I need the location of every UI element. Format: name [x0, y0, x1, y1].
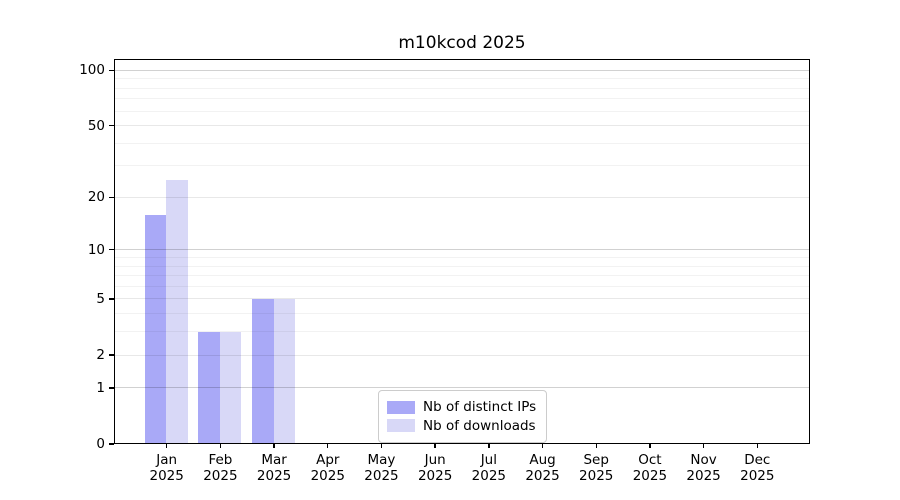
x-tick-mark [166, 444, 168, 448]
x-tick-year: 2025 [364, 468, 399, 484]
bar [273, 298, 296, 444]
x-tick-label: May 2025 [353, 452, 409, 484]
x-tick-year: 2025 [417, 468, 453, 484]
x-tick-year: 2025 [310, 468, 345, 484]
x-tick-year: 2025 [149, 468, 184, 484]
y-tick-mark [109, 443, 114, 445]
x-tick-mark [273, 444, 275, 448]
x-tick-month: Nov [690, 452, 717, 468]
y-tick-label: 100 [79, 62, 105, 79]
x-tick-month: Feb [208, 452, 233, 468]
x-tick-year: 2025 [686, 468, 721, 484]
y-tick-mark [109, 354, 114, 356]
x-tick-label: Jun 2025 [407, 452, 463, 484]
legend-swatch [387, 400, 415, 414]
x-tick-mark [595, 444, 597, 448]
legend-entry: Nb of downloads [387, 417, 536, 434]
y-tick-label: 50 [87, 117, 105, 134]
x-tick-year: 2025 [740, 468, 775, 484]
bars-layer [114, 59, 810, 444]
legend-label: Nb of downloads [423, 417, 536, 434]
x-tick-month: Aug [529, 452, 556, 468]
x-tick-month: May [367, 452, 396, 468]
x-tick-label: Sep 2025 [568, 452, 624, 484]
y-tick-label: 20 [87, 189, 105, 206]
bar [252, 298, 274, 444]
x-tick-year: 2025 [203, 468, 238, 484]
y-tick-mark [109, 249, 114, 251]
bar [219, 331, 242, 444]
x-tick-label: Mar 2025 [246, 452, 302, 484]
x-tick-year: 2025 [579, 468, 614, 484]
x-tick-month: Apr [316, 452, 340, 468]
x-tick-year: 2025 [632, 468, 668, 484]
chart-title: m10kcod 2025 [398, 33, 526, 53]
x-tick-month: Sep [583, 452, 609, 468]
x-tick-label: Feb 2025 [192, 452, 248, 484]
y-tick-mark [109, 387, 114, 389]
x-tick-month: Oct [638, 452, 662, 468]
x-tick-year: 2025 [525, 468, 560, 484]
bar [198, 331, 220, 444]
x-tick-label: Aug 2025 [515, 452, 571, 484]
bar [166, 180, 188, 444]
legend-swatch [387, 419, 415, 432]
x-tick-mark [434, 444, 436, 448]
x-tick-mark [327, 444, 329, 448]
x-tick-label: Jul 2025 [461, 452, 517, 484]
x-tick-mark [488, 444, 490, 448]
legend-entry: Nb of distinct IPs [387, 399, 536, 416]
legend-label: Nb of distinct IPs [423, 399, 537, 415]
x-tick-label: Nov 2025 [676, 452, 732, 484]
y-tick-label: 10 [87, 241, 105, 258]
y-tick-label: 0 [96, 436, 105, 452]
x-tick-mark [219, 444, 222, 448]
plot-area: Nb of distinct IPs Nb of downloads [114, 59, 810, 444]
y-tick-mark [109, 69, 114, 71]
y-tick-mark [109, 298, 114, 300]
x-tick-month: Jul [480, 452, 497, 468]
x-tick-mark [756, 444, 758, 448]
bar [144, 214, 167, 444]
x-tick-month: Jan [156, 452, 178, 468]
y-tick-mark [109, 124, 114, 127]
x-tick-month: Jun [424, 452, 446, 468]
x-tick-label: Apr 2025 [300, 452, 356, 484]
x-tick-mark [702, 444, 705, 448]
y-tick-label: 2 [96, 347, 105, 364]
x-tick-month: Mar [261, 452, 287, 468]
x-tick-mark [649, 444, 651, 448]
x-tick-label: Oct 2025 [622, 452, 678, 484]
x-tick-year: 2025 [471, 468, 507, 484]
x-tick-mark [380, 444, 383, 448]
y-tick-label: 5 [96, 290, 105, 307]
x-tick-label: Dec 2025 [729, 452, 785, 484]
x-tick-year: 2025 [256, 468, 292, 484]
legend: Nb of distinct IPs Nb of downloads [378, 390, 548, 443]
y-tick-mark [109, 196, 114, 199]
x-tick-month: Dec [744, 452, 771, 468]
y-tick-label: 1 [96, 379, 105, 396]
x-tick-mark [541, 444, 544, 448]
x-tick-label: Jan 2025 [139, 452, 195, 484]
